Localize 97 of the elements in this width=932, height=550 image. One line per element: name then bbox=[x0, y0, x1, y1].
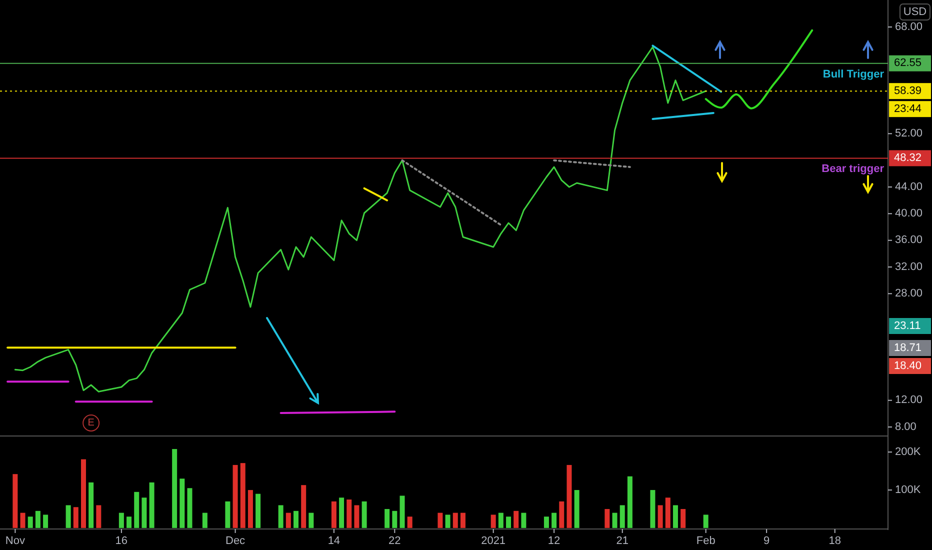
bar bbox=[294, 510, 298, 528]
bar bbox=[665, 498, 670, 528]
bar bbox=[672, 505, 678, 528]
bar bbox=[20, 512, 26, 528]
x-tick-label: 12 bbox=[548, 535, 560, 547]
y-tick-label: 32.00 bbox=[895, 260, 923, 273]
bar bbox=[354, 505, 360, 528]
bar bbox=[172, 449, 178, 528]
bar bbox=[256, 494, 261, 528]
x-tick-label: Nov bbox=[5, 535, 26, 547]
bar bbox=[650, 490, 656, 528]
bar bbox=[544, 516, 549, 528]
ref-line-label: 58.39 bbox=[894, 84, 922, 97]
x-tick-label: 16 bbox=[115, 535, 128, 547]
bar bbox=[346, 500, 352, 528]
annotation: Bear trigger bbox=[822, 163, 885, 176]
text: 23.11 bbox=[894, 320, 921, 332]
bar bbox=[438, 512, 443, 528]
bar bbox=[80, 459, 86, 528]
y-tick-label: 68.00 bbox=[895, 20, 923, 33]
y-tick-label: 12.00 bbox=[895, 394, 923, 406]
y-tick-label: 8.00 bbox=[895, 420, 916, 433]
bar bbox=[574, 490, 580, 528]
x-tick-label: Feb bbox=[696, 535, 716, 547]
x-tick-label: 9 bbox=[764, 535, 770, 547]
bar bbox=[278, 505, 284, 528]
bar bbox=[73, 507, 78, 528]
bar bbox=[384, 509, 390, 528]
bar bbox=[521, 512, 526, 528]
line-series bbox=[704, 29, 814, 110]
bar bbox=[232, 464, 238, 528]
text: 18.40 bbox=[894, 360, 922, 372]
bar bbox=[248, 490, 253, 528]
bar bbox=[392, 510, 398, 528]
bar bbox=[490, 514, 496, 528]
line-series bbox=[14, 46, 707, 392]
bar bbox=[445, 514, 450, 528]
bar bbox=[308, 512, 314, 528]
annotation: E bbox=[88, 418, 95, 428]
bar bbox=[149, 482, 154, 528]
bar bbox=[452, 512, 458, 528]
y-tick-label: 36.00 bbox=[895, 234, 923, 246]
bar bbox=[286, 512, 291, 528]
bar bbox=[407, 516, 412, 528]
ref-line-label: 62.55 bbox=[894, 57, 922, 70]
x-tick-label: 21 bbox=[616, 535, 628, 547]
y-tick-label: 52.00 bbox=[895, 128, 923, 140]
bar bbox=[506, 516, 512, 528]
bar bbox=[460, 512, 466, 528]
bar bbox=[134, 492, 140, 528]
x-tick-label: 22 bbox=[388, 535, 401, 547]
text: 23:44 bbox=[894, 102, 922, 115]
bar bbox=[35, 510, 40, 528]
y-tick-label: 40.00 bbox=[895, 208, 923, 220]
ref-line-label: 48.32 bbox=[894, 152, 922, 164]
bar bbox=[28, 516, 33, 528]
bar bbox=[566, 464, 572, 528]
bar bbox=[559, 501, 564, 528]
bar bbox=[240, 463, 246, 528]
bar bbox=[620, 505, 625, 528]
bar bbox=[118, 512, 124, 528]
bar bbox=[627, 476, 632, 528]
bar bbox=[88, 482, 94, 528]
y-tick-label: 44.00 bbox=[895, 180, 923, 193]
bar bbox=[703, 514, 708, 528]
bar bbox=[187, 488, 192, 528]
bar bbox=[552, 512, 557, 528]
bar bbox=[126, 516, 132, 528]
bar bbox=[66, 505, 71, 528]
bar bbox=[400, 496, 405, 528]
bar bbox=[96, 505, 102, 528]
bar bbox=[362, 501, 367, 528]
bar bbox=[680, 509, 686, 528]
y-tick-label: 200K bbox=[895, 446, 922, 458]
bar bbox=[142, 498, 147, 528]
bar bbox=[339, 498, 344, 528]
bar bbox=[12, 474, 18, 528]
x-tick-label: 14 bbox=[328, 535, 340, 547]
annotation: Bull Trigger bbox=[822, 68, 885, 80]
bar bbox=[225, 501, 230, 528]
bar bbox=[514, 510, 519, 528]
bar bbox=[604, 509, 610, 528]
x-tick-label: 18 bbox=[828, 535, 841, 547]
y-tick-label: 28.00 bbox=[895, 288, 923, 300]
text: 18.71 bbox=[894, 342, 922, 354]
bar bbox=[43, 514, 48, 528]
bar bbox=[180, 478, 185, 528]
x-tick-label: Dec bbox=[226, 535, 246, 547]
y-axis-title: USD bbox=[903, 6, 927, 18]
bar bbox=[612, 512, 618, 528]
bar bbox=[658, 505, 663, 528]
bar bbox=[331, 501, 336, 528]
y-tick-label: 100K bbox=[895, 484, 922, 496]
bar bbox=[202, 512, 208, 528]
bar bbox=[498, 512, 504, 528]
x-tick-label: 2021 bbox=[481, 535, 506, 547]
bar bbox=[301, 485, 306, 528]
